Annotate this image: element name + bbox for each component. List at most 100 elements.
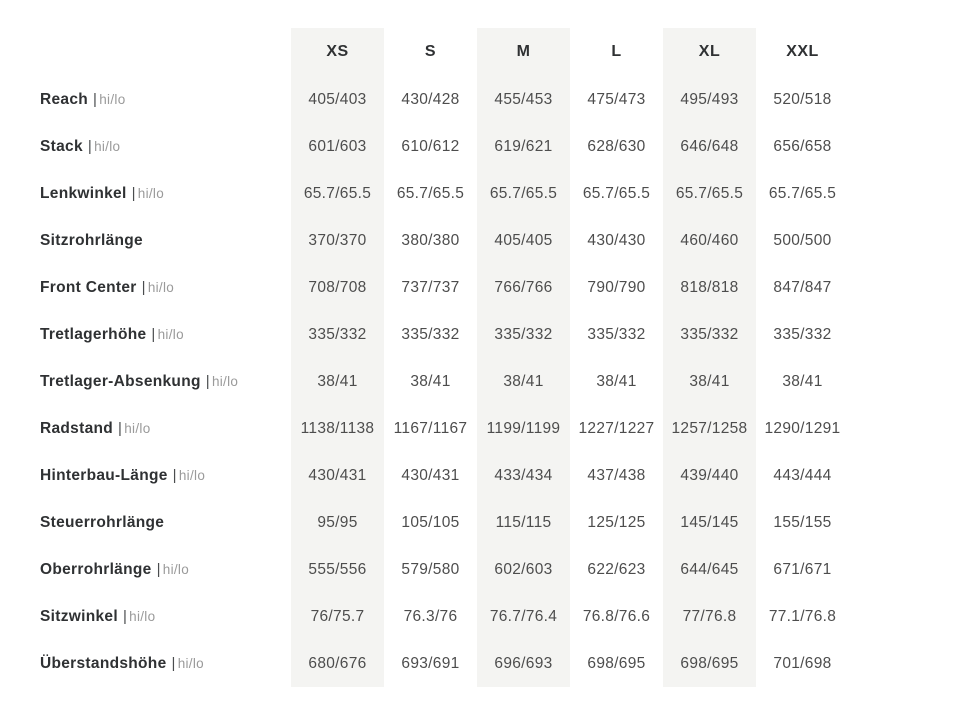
value-cell-xl: 439/440: [663, 452, 756, 499]
value-cell-xxl: 38/41: [782, 372, 823, 390]
value-cell-xxl: 335/332: [773, 325, 832, 343]
value-cell-xl: 698/695: [663, 640, 756, 687]
value-cell-s: 430/431: [401, 466, 460, 484]
value-cell-xs: 680/676: [291, 640, 384, 687]
value-cell-xxl: 65.7/65.5: [768, 184, 837, 202]
row-suffix-hi-lo: hi/lo: [137, 185, 165, 201]
value-cell-xl: 77/76.8: [663, 593, 756, 640]
value-cell-l: 65.7/65.5: [582, 184, 651, 202]
row-label-cell: Sitzwinkel | hi/lo: [40, 593, 291, 640]
value-cell-xs: 95/95: [291, 499, 384, 546]
table-row: Tretlager-Absenkung | hi/lo 38/41 38/41 38…: [40, 358, 849, 405]
value-cell-l: 475/473: [587, 90, 646, 108]
value-cell-xl: 335/332: [663, 311, 756, 358]
value-cell-xxl: 847/847: [773, 278, 832, 296]
table-row: Oberrohrlänge | hi/lo 555/556 579/580 602/…: [40, 546, 849, 593]
row-label: Tretlagerhöhe: [40, 325, 147, 343]
value-cell-xxl: 77.1/76.8: [768, 607, 837, 625]
size-header-xxl: XXL: [786, 43, 819, 60]
row-label-cell: Überstandshöhe | hi/lo: [40, 640, 291, 687]
value-cell-s: 38/41: [410, 372, 451, 390]
table-row: Lenkwinkel | hi/lo 65.7/65.5 65.7/65.5 65.…: [40, 170, 849, 217]
value-cell-xs: 65.7/65.5: [291, 170, 384, 217]
value-cell-s: 430/428: [401, 90, 460, 108]
row-label-cell: Reach | hi/lo: [40, 76, 291, 123]
label-column-header: [40, 28, 291, 76]
value-cell-m: 38/41: [477, 358, 570, 405]
value-cell-xs: 335/332: [291, 311, 384, 358]
value-cell-xs: 708/708: [291, 264, 384, 311]
row-separator: |: [122, 607, 128, 625]
row-label-cell: Stack | hi/lo: [40, 123, 291, 170]
row-separator: |: [131, 184, 136, 202]
row-separator: |: [205, 372, 210, 390]
row-separator: |: [171, 654, 176, 672]
value-cell-xl: 38/41: [663, 358, 756, 405]
size-header-row: XS S M L XL XXL: [40, 28, 849, 76]
row-separator: |: [118, 419, 123, 437]
value-cell-s: 579/580: [401, 560, 460, 578]
value-cell-l: 628/630: [587, 137, 646, 155]
table-row: Überstandshöhe | hi/lo 680/676 693/691 696…: [40, 640, 849, 687]
value-cell-xl: 644/645: [663, 546, 756, 593]
value-cell-xl: 460/460: [663, 217, 756, 264]
row-label: Radstand: [40, 419, 114, 437]
value-cell-s: 737/737: [401, 278, 460, 296]
value-cell-s: 1167/1167: [393, 419, 468, 437]
value-cell-l: 335/332: [587, 325, 646, 343]
value-cell-m: 76.7/76.4: [477, 593, 570, 640]
size-header-xs: XS: [291, 28, 384, 76]
row-label: Hinterbau-Länge: [40, 466, 168, 484]
row-suffix-hi-lo: hi/lo: [162, 561, 190, 577]
geometry-table-body: Reach | hi/lo 405/403 430/428 455/453 475/…: [40, 76, 849, 687]
row-label-cell: Steuerrohrlänge: [40, 499, 291, 546]
row-suffix-hi-lo: hi/lo: [124, 420, 151, 436]
value-cell-s: 380/380: [401, 231, 460, 249]
row-label: Sitzwinkel: [40, 607, 118, 625]
size-header-l: L: [611, 43, 622, 60]
value-cell-m: 455/453: [477, 76, 570, 123]
row-suffix-hi-lo: hi/lo: [99, 91, 126, 107]
table-row: Front Center | hi/lo 708/708 737/737 766/7…: [40, 264, 849, 311]
row-label: Stack: [40, 137, 83, 155]
table-row: Radstand | hi/lo 1138/1138 1167/1167 1199/…: [40, 405, 849, 452]
table-row: Reach | hi/lo 405/403 430/428 455/453 475/…: [40, 76, 849, 123]
row-separator: |: [156, 560, 161, 578]
row-label-cell: Tretlager-Absenkung | hi/lo: [40, 358, 291, 405]
row-label-cell: Lenkwinkel | hi/lo: [40, 170, 291, 217]
value-cell-l: 430/430: [587, 231, 646, 249]
table-row: Tretlagerhöhe | hi/lo 335/332 335/332 335/…: [40, 311, 849, 358]
geometry-table: XS S M L XL XXL Reach | hi/lo 405/403 430/…: [40, 28, 849, 687]
value-cell-m: 115/115: [477, 499, 570, 546]
row-suffix-hi-lo: hi/lo: [94, 138, 121, 154]
row-separator: |: [151, 325, 156, 343]
row-suffix-hi-lo: hi/lo: [177, 655, 204, 671]
value-cell-s: 105/105: [401, 513, 460, 531]
row-label: Lenkwinkel: [40, 184, 127, 202]
value-cell-xl: 646/648: [663, 123, 756, 170]
value-cell-l: 622/623: [587, 560, 646, 578]
value-cell-m: 433/434: [477, 452, 570, 499]
value-cell-s: 65.7/65.5: [396, 184, 465, 202]
row-suffix-hi-lo: hi/lo: [129, 608, 156, 624]
value-cell-l: 38/41: [596, 372, 637, 390]
table-row: Stack | hi/lo 601/603 610/612 619/621 628/…: [40, 123, 849, 170]
value-cell-xxl: 520/518: [773, 90, 832, 108]
row-label: Überstandshöhe: [40, 654, 167, 672]
value-cell-l: 698/695: [587, 654, 646, 672]
row-label: Tretlager-Absenkung: [40, 372, 201, 390]
value-cell-l: 437/438: [587, 466, 646, 484]
size-header-m: M: [477, 28, 570, 76]
row-separator: |: [141, 278, 146, 296]
value-cell-xl: 65.7/65.5: [663, 170, 756, 217]
value-cell-m: 335/332: [477, 311, 570, 358]
value-cell-s: 610/612: [401, 137, 460, 155]
value-cell-s: 335/332: [401, 325, 460, 343]
geometry-table-section: XS S M L XL XXL Reach | hi/lo 405/403 430/…: [40, 28, 849, 687]
value-cell-xl: 495/493: [663, 76, 756, 123]
row-separator: |: [93, 90, 98, 108]
value-cell-xs: 76/75.7: [291, 593, 384, 640]
value-cell-xs: 405/403: [291, 76, 384, 123]
value-cell-xl: 818/818: [663, 264, 756, 311]
value-cell-s: 76.3/76: [403, 607, 458, 625]
